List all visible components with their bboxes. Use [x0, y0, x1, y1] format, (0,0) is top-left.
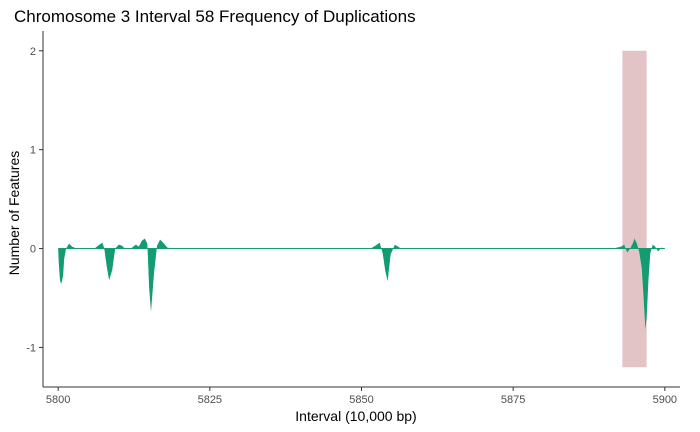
y-tick-label: 2 [30, 46, 36, 58]
y-tick-label: 1 [30, 145, 36, 157]
x-axis-ticks: 5800 5825 5850 5875 5900 [46, 387, 677, 406]
series-area-0 [58, 238, 665, 330]
x-tick-label: 5875 [501, 394, 525, 406]
x-tick-label: 5825 [198, 394, 222, 406]
y-axis-label: Number of Features [6, 151, 22, 276]
x-tick-label: 5800 [46, 394, 70, 406]
y-tick-label: -1 [26, 342, 36, 354]
x-tick-label: 5850 [349, 394, 373, 406]
y-axis-ticks: -1 0 1 2 [26, 46, 43, 354]
y-tick-label: 0 [30, 244, 36, 256]
chart-title: Chromosome 3 Interval 58 Frequency of Du… [14, 7, 416, 26]
series-layer [58, 238, 665, 330]
x-tick-label: 5900 [653, 394, 677, 406]
x-axis-label: Interval (10,000 bp) [295, 408, 416, 424]
highlight-region [622, 50, 647, 368]
